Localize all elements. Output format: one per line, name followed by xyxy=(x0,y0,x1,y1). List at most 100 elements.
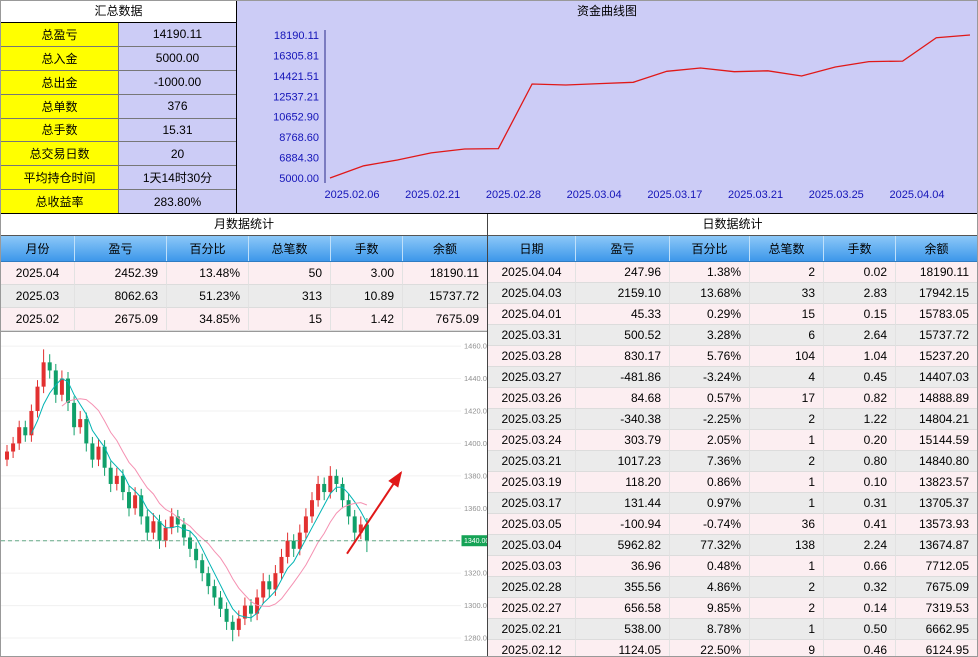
monthly-table-header: 月份 盈亏 百分比 总笔数 手数 余额 xyxy=(1,236,487,262)
table-row[interactable]: 2025.03.28 830.17 5.76% 104 1.04 15237.20 xyxy=(488,346,977,367)
table-row[interactable]: 2025.03.19 118.20 0.86% 1 0.10 13823.57 xyxy=(488,472,977,493)
table-cell: 15737.72 xyxy=(403,285,487,308)
table-cell: 14888.89 xyxy=(896,388,977,409)
table-cell: -0.74% xyxy=(670,514,750,535)
table-row[interactable]: 2025.03 8062.63 51.23% 313 10.89 15737.72 xyxy=(1,285,487,308)
table-row[interactable]: 2025.04 2452.39 13.48% 50 3.00 18190.11 xyxy=(1,262,487,285)
table-cell: 2025.03.26 xyxy=(488,388,576,409)
table-cell: 36.96 xyxy=(576,556,670,577)
summary-row: 总手数 15.31 xyxy=(1,118,236,143)
table-cell: 3.00 xyxy=(331,262,403,285)
table-cell: 2025.03.05 xyxy=(488,514,576,535)
table-row[interactable]: 2025.04.04 247.96 1.38% 2 0.02 18190.11 xyxy=(488,262,977,283)
column-header: 百分比 xyxy=(167,236,249,261)
table-cell: 7675.09 xyxy=(403,308,487,331)
table-cell: 0.02 xyxy=(824,262,896,283)
table-row[interactable]: 2025.02 2675.09 34.85% 15 1.42 7675.09 xyxy=(1,308,487,331)
svg-text:14421.51: 14421.51 xyxy=(273,71,319,83)
svg-text:1460.00: 1460.00 xyxy=(464,342,487,351)
table-cell: 33 xyxy=(750,283,824,304)
summary-row: 平均持仓时间 1天14时30分 xyxy=(1,166,236,191)
summary-rows: 总盈亏 14190.11 总入金 5000.00 总出金 -1000.00 总单数 376 总手… xyxy=(1,23,236,214)
table-cell: 0.14 xyxy=(824,598,896,619)
table-cell: 84.68 xyxy=(576,388,670,409)
table-cell: 3.28% xyxy=(670,325,750,346)
table-cell: 5962.82 xyxy=(576,535,670,556)
table-cell: 0.29% xyxy=(670,304,750,325)
svg-text:1440.00: 1440.00 xyxy=(464,374,487,383)
table-cell: 7675.09 xyxy=(896,577,977,598)
table-cell: 104 xyxy=(750,346,824,367)
summary-value: 1天14时30分 xyxy=(119,166,236,190)
table-cell: 1017.23 xyxy=(576,451,670,472)
table-cell: 13823.57 xyxy=(896,472,977,493)
table-cell: 0.66 xyxy=(824,556,896,577)
table-cell: 0.31 xyxy=(824,493,896,514)
table-cell: 0.45 xyxy=(824,367,896,388)
table-cell: 1 xyxy=(750,472,824,493)
table-cell: 9.85% xyxy=(670,598,750,619)
table-row[interactable]: 2025.03.17 131.44 0.97% 1 0.31 13705.37 xyxy=(488,493,977,514)
svg-text:18190.11: 18190.11 xyxy=(274,30,319,42)
table-row[interactable]: 2025.02.27 656.58 9.85% 2 0.14 7319.53 xyxy=(488,598,977,619)
table-row[interactable]: 2025.03.03 36.96 0.48% 1 0.66 7712.05 xyxy=(488,556,977,577)
table-row[interactable]: 2025.03.04 5962.82 77.32% 138 2.24 13674.87 xyxy=(488,535,977,556)
table-cell: 2025.04.03 xyxy=(488,283,576,304)
table-cell: 2025.02.27 xyxy=(488,598,576,619)
svg-text:1280.00: 1280.00 xyxy=(464,634,487,643)
table-cell: 6124.95 xyxy=(896,640,977,656)
table-cell: -100.94 xyxy=(576,514,670,535)
summary-value: 20 xyxy=(119,142,236,166)
table-cell: 2 xyxy=(750,262,824,283)
table-cell: 1.22 xyxy=(824,409,896,430)
table-cell: 7712.05 xyxy=(896,556,977,577)
table-row[interactable]: 2025.02.28 355.56 4.86% 2 0.32 7675.09 xyxy=(488,577,977,598)
table-cell: 77.32% xyxy=(670,535,750,556)
table-cell: 17942.15 xyxy=(896,283,977,304)
table-cell: 0.32 xyxy=(824,577,896,598)
table-cell: 7319.53 xyxy=(896,598,977,619)
svg-text:1340.00: 1340.00 xyxy=(464,538,487,545)
table-cell: 0.80 xyxy=(824,451,896,472)
svg-text:16305.81: 16305.81 xyxy=(273,50,319,62)
table-cell: 2675.09 xyxy=(75,308,167,331)
svg-text:8768.60: 8768.60 xyxy=(279,132,319,144)
table-row[interactable]: 2025.03.24 303.79 2.05% 1 0.20 15144.59 xyxy=(488,430,977,451)
summary-label: 平均持仓时间 xyxy=(1,166,119,190)
summary-label: 总收益率 xyxy=(1,190,119,213)
table-cell: 6 xyxy=(750,325,824,346)
table-cell: 0.82 xyxy=(824,388,896,409)
table-cell: 17 xyxy=(750,388,824,409)
table-cell: 2452.39 xyxy=(75,262,167,285)
table-row[interactable]: 2025.03.25 -340.38 -2.25% 2 1.22 14804.21 xyxy=(488,409,977,430)
equity-curve-chart[interactable]: 18190.11 16305.81 14421.51 12537.21 10652.90… xyxy=(237,21,977,213)
table-cell: 2025.02.12 xyxy=(488,640,576,656)
svg-text:6884.30: 6884.30 xyxy=(279,153,319,165)
table-cell: 36 xyxy=(750,514,824,535)
svg-text:1320.00: 1320.00 xyxy=(464,569,487,578)
table-row[interactable]: 2025.03.31 500.52 3.28% 6 2.64 15737.72 xyxy=(488,325,977,346)
table-cell: 14804.21 xyxy=(896,409,977,430)
table-cell: 656.58 xyxy=(576,598,670,619)
table-row[interactable]: 2025.03.05 -100.94 -0.74% 36 0.41 13573.93 xyxy=(488,514,977,535)
table-row[interactable]: 2025.04.03 2159.10 13.68% 33 2.83 17942.15 xyxy=(488,283,977,304)
svg-text:2025.04.04: 2025.04.04 xyxy=(889,189,944,201)
table-cell: 2025.03.25 xyxy=(488,409,576,430)
table-cell: 0.46 xyxy=(824,640,896,656)
table-cell: 15144.59 xyxy=(896,430,977,451)
daily-table-header: 日期 盈亏 百分比 总笔数 手数 余额 xyxy=(488,236,977,262)
kline-chart[interactable]: 1460.00 1440.00 1420.00 1400.00 1380.00 1360.… xyxy=(1,331,487,656)
summary-label: 总出金 xyxy=(1,70,119,94)
table-row[interactable]: 2025.03.27 -481.86 -3.24% 4 0.45 14407.03 xyxy=(488,367,977,388)
table-cell: 1.42 xyxy=(331,308,403,331)
table-row[interactable]: 2025.02.12 1124.05 22.50% 9 0.46 6124.95 xyxy=(488,640,977,656)
table-row[interactable]: 2025.03.26 84.68 0.57% 17 0.82 14888.89 xyxy=(488,388,977,409)
table-row[interactable]: 2025.04.01 45.33 0.29% 15 0.15 15783.05 xyxy=(488,304,977,325)
table-row[interactable]: 2025.02.21 538.00 8.78% 1 0.50 6662.95 xyxy=(488,619,977,640)
table-cell: 50 xyxy=(249,262,331,285)
table-row[interactable]: 2025.03.21 1017.23 7.36% 2 0.80 14840.80 xyxy=(488,451,977,472)
table-cell: 15237.20 xyxy=(896,346,977,367)
table-cell: 18190.11 xyxy=(403,262,487,285)
table-cell: 2025.02.21 xyxy=(488,619,576,640)
monthly-table-body: 2025.04 2452.39 13.48% 50 3.00 18190.11 2025.0… xyxy=(1,262,487,331)
